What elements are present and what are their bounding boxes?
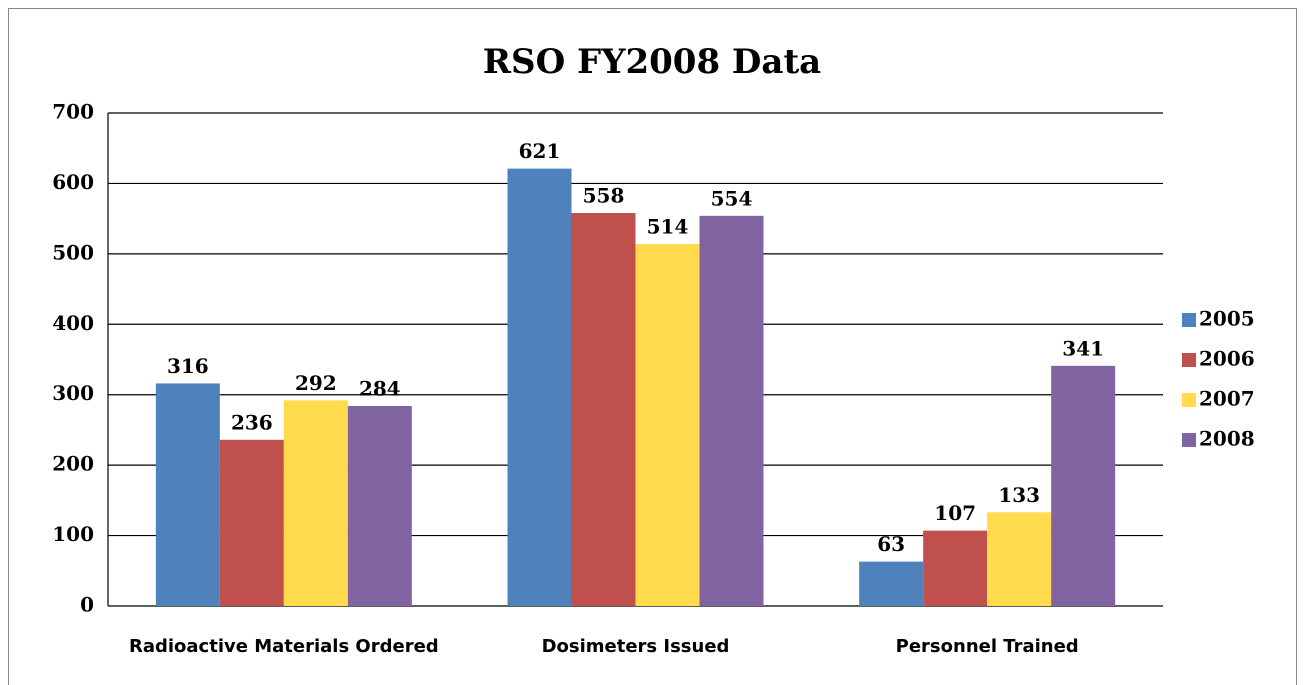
- x-tick-label: Radioactive Materials Ordered: [129, 636, 439, 657]
- bar: [987, 512, 1052, 606]
- bar: [155, 383, 220, 606]
- y-tick-label: 100: [52, 522, 94, 546]
- bar: [1051, 365, 1116, 606]
- y-tick-label: 400: [52, 311, 94, 335]
- legend-swatch: [1182, 313, 1196, 327]
- data-label: 514: [647, 214, 689, 238]
- data-label: 621: [519, 139, 561, 163]
- bar: [635, 243, 700, 607]
- bar: [571, 213, 636, 606]
- y-tick-label: 200: [52, 452, 94, 476]
- bar: [859, 561, 924, 606]
- bar: [507, 168, 572, 607]
- x-tick-label: Personnel Trained: [896, 636, 1079, 657]
- data-label: 107: [934, 501, 976, 525]
- bar: [923, 530, 988, 606]
- data-label: 554: [711, 186, 753, 210]
- legend-swatch: [1182, 353, 1196, 367]
- data-label: 341: [1062, 336, 1104, 360]
- y-tick-label: 700: [52, 100, 94, 124]
- legend-swatch: [1182, 393, 1196, 407]
- data-label: 133: [998, 483, 1040, 507]
- y-tick-label: 600: [52, 170, 94, 194]
- legend-label: 2005: [1199, 307, 1255, 331]
- y-tick-label: 300: [52, 381, 94, 405]
- legend-label: 2006: [1199, 347, 1255, 371]
- data-label: 236: [231, 410, 273, 434]
- y-tick-label: 0: [80, 593, 94, 617]
- data-label: 316: [167, 354, 209, 378]
- legend-swatch: [1182, 433, 1196, 447]
- legend-label: 2007: [1199, 387, 1255, 411]
- y-tick-label: 500: [52, 240, 94, 264]
- data-label: 284: [359, 376, 401, 400]
- bar: [283, 400, 348, 606]
- legend-label: 2008: [1199, 427, 1255, 451]
- data-label: 292: [295, 371, 337, 395]
- data-label: 63: [877, 532, 905, 556]
- chart-title: RSO FY2008 Data: [483, 42, 821, 82]
- x-tick-label: Dosimeters Issued: [542, 636, 730, 657]
- data-label: 558: [583, 184, 625, 208]
- bar: [347, 405, 412, 606]
- bar: [219, 439, 284, 606]
- bar: [699, 215, 764, 606]
